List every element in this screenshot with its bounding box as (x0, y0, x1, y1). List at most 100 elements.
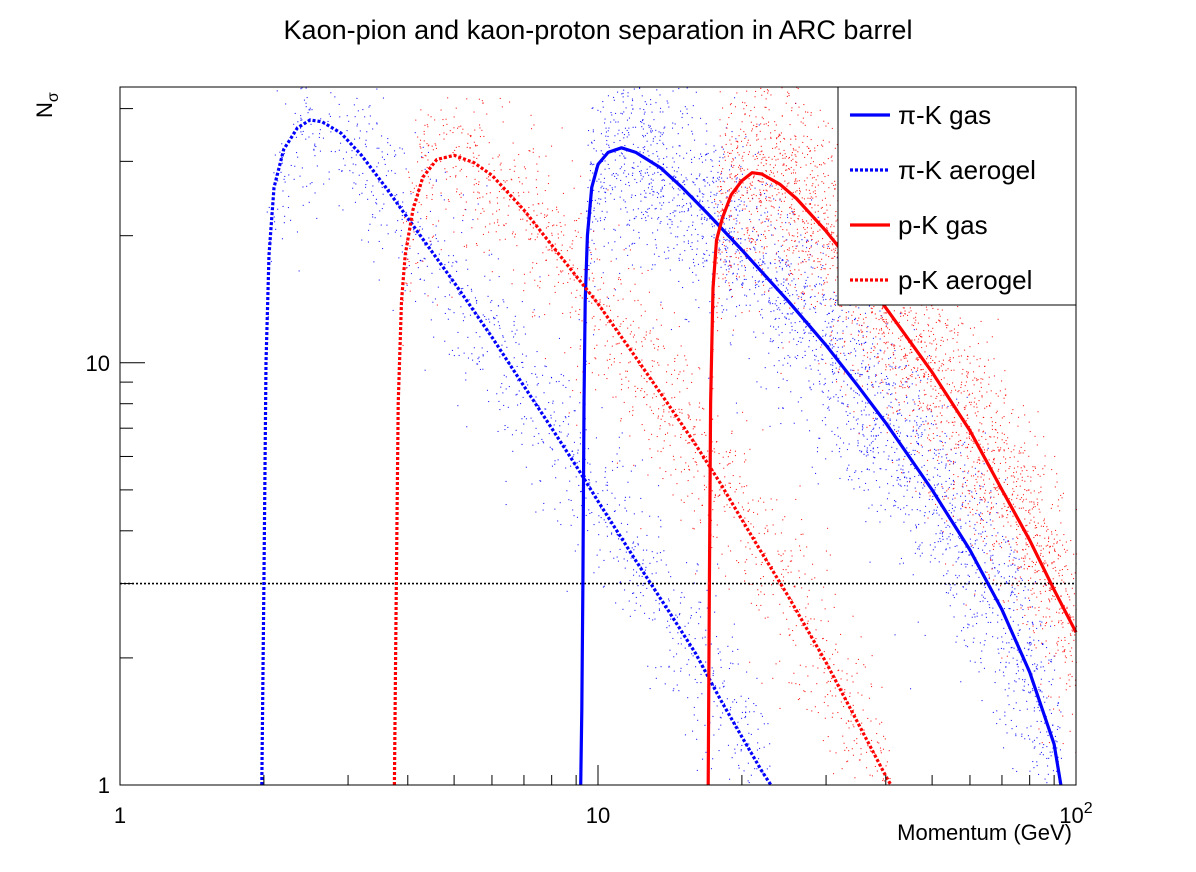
scatter-point-3 (753, 106, 755, 108)
scatter-point-3 (737, 231, 739, 233)
scatter-point-2 (290, 219, 292, 221)
scatter-point-1 (891, 475, 893, 477)
scatter-point-3 (765, 163, 767, 165)
scatter-point-1 (1030, 725, 1032, 727)
scatter-point-3 (794, 286, 796, 288)
scatter-point-1 (1017, 624, 1019, 626)
scatter-point-1 (930, 411, 932, 413)
scatter-point-3 (780, 372, 782, 374)
scatter-point-1 (842, 402, 844, 404)
scatter-point-3 (901, 369, 903, 371)
scatter-point-3 (974, 533, 976, 535)
scatter-point-1 (713, 234, 715, 236)
scatter-point-1 (870, 450, 872, 452)
scatter-point-1 (871, 504, 873, 506)
scatter-point-2 (417, 267, 419, 269)
scatter-point-2 (641, 459, 643, 461)
scatter-point-2 (401, 218, 403, 220)
scatter-point-1 (969, 538, 971, 540)
scatter-point-2 (423, 279, 425, 281)
scatter-point-1 (984, 530, 986, 532)
scatter-point-1 (670, 219, 672, 221)
scatter-point-1 (720, 172, 722, 174)
scatter-point-1 (720, 190, 722, 192)
scatter-point-1 (720, 266, 722, 268)
scatter-point-1 (614, 186, 616, 188)
scatter-point-3 (1022, 623, 1024, 625)
scatter-point-2 (718, 728, 720, 730)
scatter-point-1 (647, 208, 649, 210)
scatter-point-1 (646, 168, 648, 170)
scatter-point-2 (293, 178, 295, 180)
scatter-point-1 (921, 466, 923, 468)
scatter-point-1 (941, 483, 943, 485)
scatter-point-1 (858, 394, 860, 396)
scatter-point-3 (965, 420, 967, 422)
scatter-point-1 (686, 229, 688, 231)
scatter-point-1 (589, 170, 591, 172)
scatter-point-3 (737, 188, 739, 190)
scatter-point-1 (893, 425, 895, 427)
scatter-point-1 (956, 398, 958, 400)
scatter-point-3 (806, 177, 808, 179)
scatter-point-1 (673, 175, 675, 177)
scatter-point-2 (349, 170, 351, 172)
scatter-point-3 (833, 225, 835, 227)
scatter-point-3 (988, 404, 990, 406)
scatter-point-2 (302, 130, 304, 132)
scatter-point-1 (681, 211, 683, 213)
scatter-point-1 (712, 180, 714, 182)
scatter-point-1 (652, 138, 654, 140)
scatter-point-1 (626, 136, 628, 138)
scatter-point-1 (1048, 681, 1050, 683)
scatter-point-1 (863, 409, 865, 411)
scatter-point-3 (1015, 542, 1017, 544)
scatter-point-3 (792, 191, 794, 193)
scatter-point-3 (986, 341, 988, 343)
scatter-point-1 (969, 554, 971, 556)
scatter-point-2 (518, 390, 520, 392)
scatter-point-3 (1015, 485, 1017, 487)
scatter-point-2 (569, 396, 571, 398)
scatter-point-1 (1010, 591, 1012, 593)
scatter-point-3 (733, 165, 735, 167)
scatter-point-1 (976, 623, 978, 625)
scatter-point-2 (595, 481, 597, 483)
scatter-point-3 (942, 445, 944, 447)
scatter-point-3 (938, 456, 940, 458)
scatter-point-1 (705, 242, 707, 244)
scatter-point-3 (940, 345, 942, 347)
scatter-point-3 (904, 355, 906, 357)
scatter-point-1 (832, 364, 834, 366)
scatter-point-1 (668, 250, 670, 252)
scatter-point-1 (736, 249, 738, 251)
scatter-point-3 (1015, 578, 1017, 580)
scatter-point-1 (1040, 751, 1042, 753)
scatter-point-2 (698, 623, 700, 625)
scatter-point-2 (658, 536, 660, 538)
scatter-point-1 (769, 425, 771, 427)
scatter-point-2 (568, 415, 570, 417)
scatter-point-3 (1059, 510, 1061, 512)
scatter-point-2 (535, 511, 537, 513)
scatter-point-3 (826, 244, 828, 246)
scatter-point-2 (696, 682, 698, 684)
scatter-point-3 (1071, 587, 1073, 589)
scatter-point-1 (705, 143, 707, 145)
scatter-point-3 (748, 186, 750, 188)
scatter-point-1 (1038, 773, 1040, 775)
scatter-point-1 (992, 607, 994, 609)
scatter-point-3 (788, 249, 790, 251)
scatter-point-1 (1041, 621, 1043, 623)
scatter-point-1 (830, 297, 832, 299)
scatter-point-1 (1010, 549, 1012, 551)
scatter-point-3 (982, 460, 984, 462)
scatter-point-2 (376, 147, 378, 149)
scatter-point-1 (732, 273, 734, 275)
scatter-point-1 (775, 300, 777, 302)
scatter-point-3 (1071, 647, 1073, 649)
scatter-point-1 (922, 487, 924, 489)
scatter-point-2 (488, 401, 490, 403)
scatter-point-1 (837, 427, 839, 429)
scatter-point-1 (878, 427, 880, 429)
